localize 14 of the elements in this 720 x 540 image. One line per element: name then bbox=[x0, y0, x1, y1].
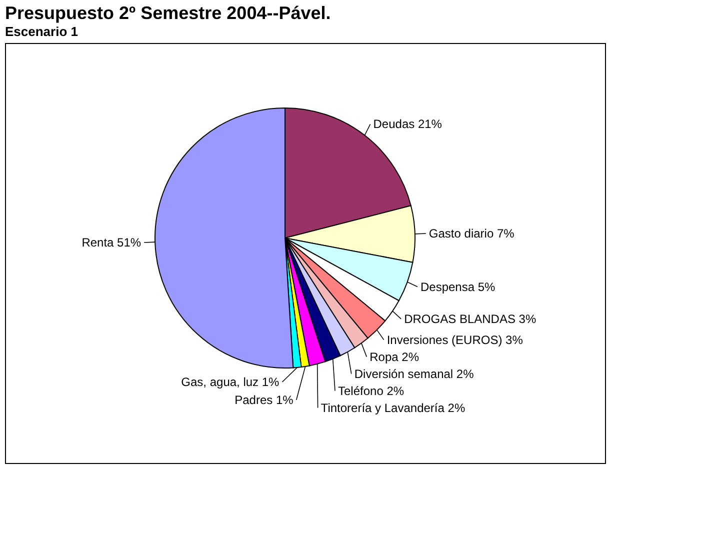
slice-label: DROGAS BLANDAS 3% bbox=[404, 312, 536, 326]
slice-label: Renta 51% bbox=[82, 236, 142, 250]
chart-title: Presupuesto 2º Semestre 2004--Pável. bbox=[5, 3, 331, 23]
slice-label: Padres 1% bbox=[234, 393, 294, 407]
slice-label: Gas, agua, luz 1% bbox=[181, 375, 280, 389]
slice-label: Tintorería y Lavandería 2% bbox=[320, 400, 466, 415]
chart-subtitle: Escenario 1 bbox=[5, 24, 78, 39]
slice-label: Inversiones (EUROS) 3% bbox=[386, 332, 524, 347]
slice-label: Ropa 2% bbox=[370, 350, 420, 364]
slice-label: Deudas 21% bbox=[373, 117, 442, 132]
slice-label: Diversión semanal 2% bbox=[354, 366, 474, 381]
slice-label: Gasto diario 7% bbox=[428, 226, 515, 240]
slice-label: Despensa 5% bbox=[420, 280, 496, 294]
slice-label: Teléfono 2% bbox=[338, 384, 404, 398]
